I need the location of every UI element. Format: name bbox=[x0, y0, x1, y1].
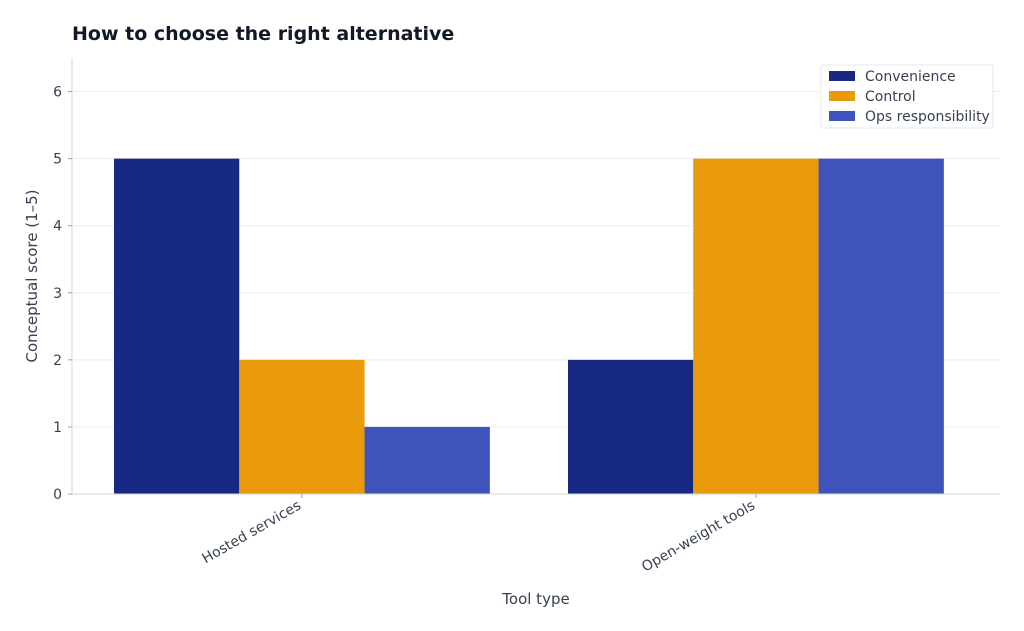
legend-frame bbox=[820, 64, 994, 129]
y-tick-label: 0 bbox=[53, 487, 62, 503]
legend: Convenience Control Ops responsibility bbox=[820, 64, 994, 129]
y-tick-label: 3 bbox=[53, 286, 62, 302]
legend-swatch bbox=[829, 91, 855, 101]
bars bbox=[114, 158, 944, 494]
x-axis-label: Tool type bbox=[501, 590, 569, 608]
bar-control-2 bbox=[693, 158, 819, 494]
chart-title: How to choose the right alternative bbox=[72, 23, 454, 45]
y-tick-label: 1 bbox=[53, 420, 62, 436]
bar-control-1 bbox=[239, 359, 365, 494]
legend-label: Convenience bbox=[865, 69, 956, 85]
y-tick-label: 4 bbox=[53, 219, 62, 235]
legend-swatch bbox=[829, 71, 855, 81]
legend-label: Control bbox=[865, 89, 916, 105]
legend-swatch bbox=[829, 111, 855, 121]
y-axis-ticks: 0 1 2 3 4 5 6 bbox=[53, 85, 72, 503]
bar-ops-responsibility-1 bbox=[364, 426, 490, 494]
x-tick-label: Hosted services bbox=[200, 498, 304, 567]
y-tick-label: 6 bbox=[53, 85, 62, 101]
y-axis-label: Conceptual score (1–5) bbox=[23, 189, 41, 362]
x-tick-label: Open-weight tools bbox=[639, 498, 758, 576]
bar-convenience-2 bbox=[568, 359, 694, 494]
bar-convenience-1 bbox=[114, 158, 240, 494]
y-tick-label: 5 bbox=[53, 152, 62, 168]
y-tick-label: 2 bbox=[53, 353, 62, 369]
bar-ops-responsibility-2 bbox=[818, 158, 944, 494]
x-axis-ticks: Hosted services Open-weight tools bbox=[200, 494, 758, 575]
legend-label: Ops responsibility bbox=[865, 109, 990, 125]
